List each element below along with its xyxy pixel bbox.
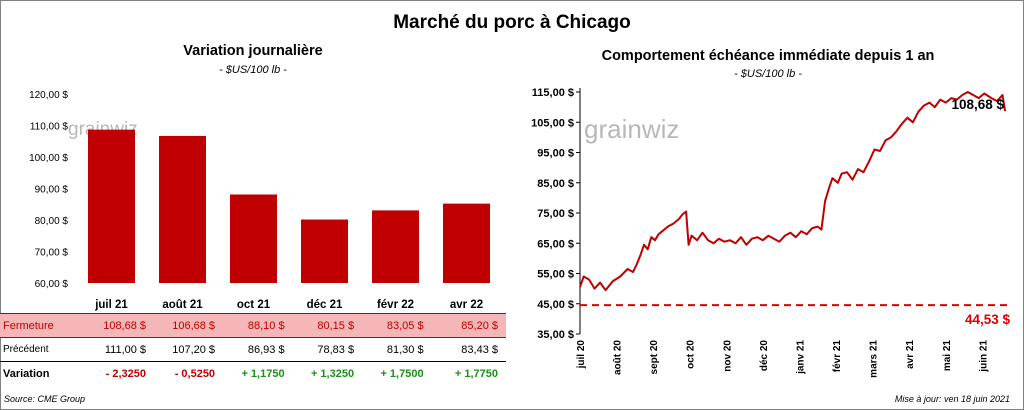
x-tick-label: juin 21	[978, 340, 989, 373]
cell: 85,20 $	[423, 313, 506, 338]
x-tick-label: oct 20	[686, 340, 697, 369]
cell: - 2,3250	[105, 367, 147, 380]
x-tick-label: févr 22	[377, 299, 414, 311]
y-tick-label: 85,00 $	[537, 178, 574, 190]
cell: + 1,7500	[380, 367, 424, 380]
cell: 88,10 $	[215, 313, 285, 338]
bar	[88, 129, 135, 283]
cell: + 1,3250	[310, 367, 355, 380]
page-title: Marché du porc à Chicago	[393, 12, 631, 33]
cell: + 1,7750	[454, 367, 498, 380]
right-chart-subtitle: - $US/100 lb -	[734, 68, 802, 80]
x-tick-label: mars 21	[869, 340, 880, 378]
x-tick-label: août 21	[162, 299, 203, 311]
y-tick-label: 115,00 $	[532, 87, 574, 99]
x-tick-label: oct 21	[237, 299, 271, 311]
y-tick-label: 55,00 $	[537, 269, 574, 281]
x-tick-label: nov 20	[722, 340, 733, 372]
y-tick-label: 80,00 $	[35, 216, 69, 227]
y-tick-label: 65,00 $	[537, 238, 574, 250]
x-tick-label: sept 20	[649, 340, 660, 375]
price-line	[579, 91, 1007, 292]
left-chart-title: Variation journalière	[183, 43, 323, 59]
y-tick-label: 95,00 $	[537, 148, 574, 160]
cell: 83,05 $	[354, 313, 424, 338]
cell: 111,00 $	[77, 337, 147, 362]
last-value-label: 108,68 $	[951, 97, 1004, 112]
x-tick-label: déc 21	[307, 299, 343, 311]
cell: 107,20 $	[146, 337, 216, 362]
watermark: grainwiz	[584, 114, 679, 144]
x-tick-label: juil 20	[576, 340, 587, 370]
reference-value-label: 44,53 $	[965, 312, 1011, 327]
x-tick-label: févr 21	[832, 340, 843, 373]
cell: - 0,5250	[174, 367, 216, 380]
x-tick-label: mai 21	[942, 340, 953, 372]
source-note: Source: CME Group	[4, 394, 86, 404]
cell: 80,15 $	[284, 313, 355, 338]
y-tick-label: 105,00 $	[531, 117, 574, 129]
x-tick-label: janv 21	[795, 340, 806, 375]
y-tick-label: 35,00 $	[537, 329, 574, 341]
left-chart-subtitle: - $US/100 lb -	[219, 64, 287, 76]
cell: 108,68 $	[77, 313, 147, 338]
table-row-variation: Variation - 2,3250 - 0,5250 + 1,1750 + 1…	[0, 362, 506, 386]
cell: 86,93 $	[215, 337, 285, 362]
y-tick-label: 90,00 $	[35, 185, 69, 196]
x-tick-label: août 20	[613, 340, 624, 375]
update-note: Mise à jour: ven 18 juin 2021	[894, 394, 1010, 404]
y-tick-label: 100,00 $	[29, 153, 68, 164]
cell: + 1,1750	[241, 367, 285, 380]
x-tick-label: juil 21	[94, 299, 128, 311]
y-tick-label: 110,00 $	[30, 122, 69, 133]
bar-chart: grainwiz 60,00 $70,00 $80,00 $90,00 $100…	[29, 90, 490, 311]
y-tick-label: 45,00 $	[537, 299, 574, 311]
row-label: Variation	[3, 367, 50, 380]
table-row-fermeture: Fermeture 108,68 $ 106,68 $ 88,10 $ 80,1…	[0, 313, 506, 338]
y-tick-label: 120,00 $	[29, 90, 68, 101]
x-tick-label: avr 21	[905, 340, 916, 369]
row-label: Précédent	[0, 337, 77, 362]
y-tick-label: 70,00 $	[35, 248, 69, 259]
y-tick-label: 60,00 $	[35, 279, 69, 290]
price-table: Fermeture 108,68 $ 106,68 $ 88,10 $ 80,1…	[0, 313, 506, 385]
bar	[230, 194, 277, 283]
cell: 78,83 $	[284, 337, 355, 362]
bar	[372, 210, 419, 283]
row-label: Fermeture	[0, 313, 77, 338]
right-chart-title: Comportement échéance immédiate depuis 1…	[601, 48, 935, 64]
bar	[443, 203, 490, 283]
cell: 83,43 $	[423, 337, 506, 362]
line-chart: grainwiz 35,00 $ 45,00 $ 55,00 $ 65,00 $ 75,…	[531, 87, 1012, 378]
cell: 106,68 $	[146, 313, 216, 338]
bar	[301, 219, 348, 283]
cell: 81,30 $	[354, 337, 424, 362]
y-tick-label: 75,00 $	[537, 208, 574, 220]
x-tick-label: avr 22	[450, 299, 483, 311]
table-row-precedent: Précédent 111,00 $ 107,20 $ 86,93 $ 78,8…	[0, 337, 506, 362]
x-tick-label: déc 20	[759, 340, 770, 372]
bar	[159, 135, 206, 283]
